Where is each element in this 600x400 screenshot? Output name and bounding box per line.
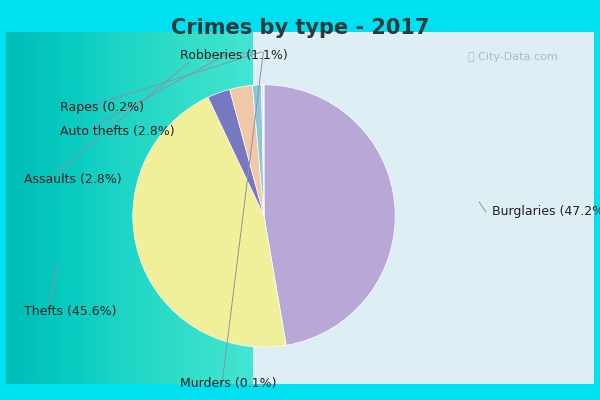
Bar [253, 32, 594, 384]
Text: ⓘ City-Data.com: ⓘ City-Data.com [468, 52, 558, 62]
Wedge shape [253, 85, 264, 216]
Text: Murders (0.1%): Murders (0.1%) [180, 378, 276, 390]
Wedge shape [262, 85, 264, 216]
Text: Robberies (1.1%): Robberies (1.1%) [180, 50, 288, 62]
Text: Crimes by type - 2017: Crimes by type - 2017 [171, 18, 429, 38]
Text: Rapes (0.2%): Rapes (0.2%) [60, 102, 144, 114]
Text: Auto thefts (2.8%): Auto thefts (2.8%) [60, 126, 175, 138]
Text: Assaults (2.8%): Assaults (2.8%) [24, 174, 122, 186]
Wedge shape [264, 85, 395, 345]
Text: Burglaries (47.2%): Burglaries (47.2%) [492, 206, 600, 218]
Wedge shape [263, 85, 264, 216]
Wedge shape [208, 89, 264, 216]
Wedge shape [133, 97, 286, 347]
Text: Thefts (45.6%): Thefts (45.6%) [24, 306, 116, 318]
Wedge shape [230, 85, 264, 216]
